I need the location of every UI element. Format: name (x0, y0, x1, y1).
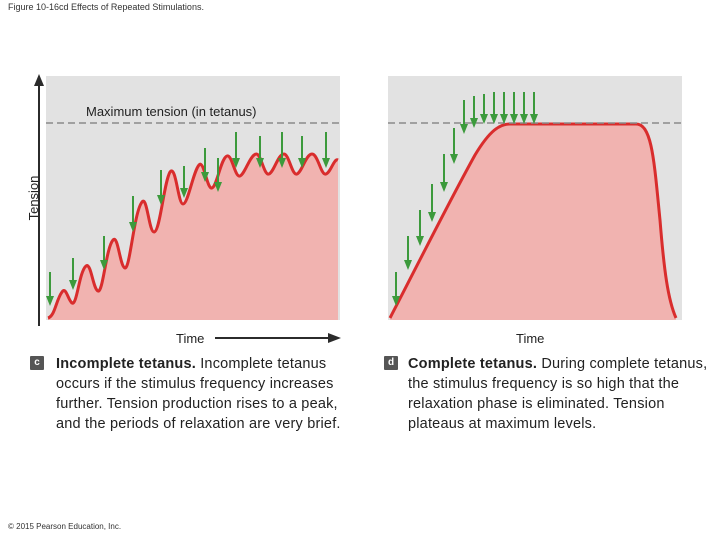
stimulus-arrow-head (480, 114, 488, 124)
panel-c-x-axis-label: Time (176, 331, 204, 346)
panel-c-tension-fill (48, 153, 338, 320)
stimulus-arrow-head (500, 114, 508, 124)
stimulus-arrow-head (214, 182, 222, 192)
panel-d-badge: d (384, 356, 398, 370)
stimulus-arrow-head (69, 280, 77, 290)
stimulus-arrow-head (180, 188, 188, 198)
panel-d-tension-curve (388, 122, 678, 319)
panel-c-caption-title: Incomplete tetanus. (56, 356, 196, 372)
panel-d-caption: Complete tetanus. During complete tetanu… (408, 354, 708, 434)
stimulus-arrow-head (510, 114, 518, 124)
stimulus-arrow-head (450, 154, 458, 164)
panel-d-caption-body: During complete tetanus, the stimulus fr… (408, 356, 708, 432)
stimulus-arrow-head (392, 296, 400, 306)
panel-d-x-axis-label: Time (516, 331, 544, 346)
stimulus-arrow-head (201, 172, 209, 182)
panel-c-y-axis-arrowhead (34, 74, 44, 86)
figure-title: Figure 10-16cd Effects of Repeated Stimu… (8, 2, 204, 12)
stimulus-arrow-head (278, 158, 286, 168)
stimulus-arrow-head (490, 114, 498, 124)
panel-c-stimulus-arrows (46, 132, 330, 306)
stimulus-arrow-head (100, 260, 108, 270)
stimulus-arrow-head (428, 212, 436, 222)
panel-c-badge: c (30, 356, 44, 370)
panel-c-caption-body: Incomplete tetanus occurs if the stimulu… (56, 356, 341, 432)
stimulus-arrow-head (404, 260, 412, 270)
stimulus-arrow-head (530, 114, 538, 124)
panel-c-y-axis-label: Tension (26, 176, 41, 221)
panel-d-stimulus-arrows (392, 92, 538, 306)
panel-c-caption: Incomplete tetanus. Incomplete tetanus o… (56, 354, 356, 434)
stimulus-arrow-head (298, 158, 306, 168)
panel-c-tension-curve (47, 152, 339, 320)
copyright-notice: © 2015 Pearson Education, Inc. (8, 522, 122, 531)
stimulus-arrow-head (440, 182, 448, 192)
stimulus-arrow-head (322, 158, 330, 168)
stimulus-arrow-head (460, 124, 468, 134)
panel-d-tension-fill (390, 124, 676, 320)
panel-c-max-tension-label: Maximum tension (in tetanus) (86, 104, 257, 119)
panel-c-x-axis-arrowhead (328, 333, 341, 343)
stimulus-arrow-head (129, 222, 137, 232)
stimulus-arrow-head (157, 195, 165, 205)
stimulus-arrow-head (416, 236, 424, 246)
stimulus-arrow-head (256, 158, 264, 168)
stimulus-arrow-head (520, 114, 528, 124)
stimulus-arrow-head (232, 158, 240, 168)
stimulus-arrow-head (470, 118, 478, 128)
stimulus-arrow-head (46, 296, 54, 306)
panel-d-caption-title: Complete tetanus. (408, 356, 538, 372)
